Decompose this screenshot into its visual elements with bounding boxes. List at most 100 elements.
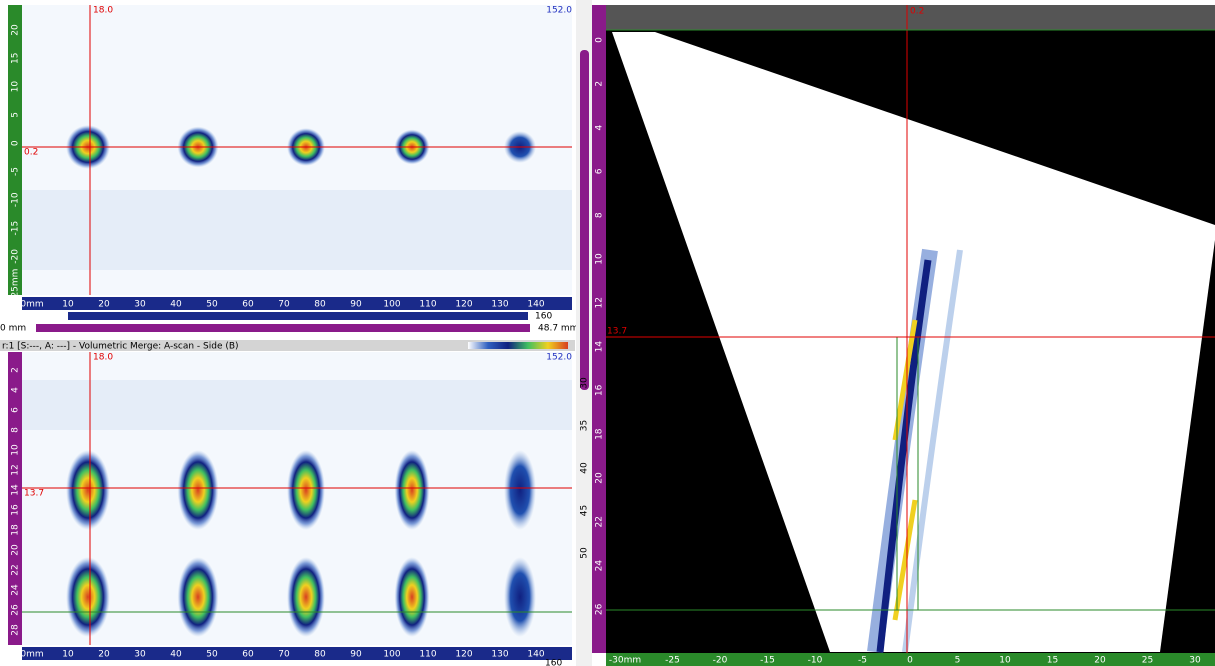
ruler-label: 12 — [595, 297, 605, 308]
blob — [287, 450, 325, 530]
ruler-label: 24 — [595, 560, 605, 572]
ruler-label: 120 — [455, 650, 472, 660]
ruler-label: 35 — [580, 420, 590, 431]
side-left-ruler — [8, 352, 22, 645]
ruler-label: -10 — [11, 192, 21, 207]
cursor-label: 152.0 — [546, 6, 572, 16]
ruler-label: 50 — [206, 650, 218, 660]
ruler-label: 30 — [580, 377, 590, 389]
ruler-label: -20 — [11, 249, 21, 264]
ruler-label: 0mm — [20, 300, 43, 310]
ruler-label: 70 — [278, 300, 290, 310]
ruler-label: 12 — [11, 464, 21, 475]
blob — [66, 557, 110, 637]
ruler-label: 5 — [11, 112, 21, 118]
ruler-label: 14 — [11, 484, 21, 496]
top-scrollbar[interactable] — [68, 312, 528, 320]
ruler-label: 40 — [170, 650, 182, 660]
ruler-label: 4 — [11, 387, 21, 393]
ruler-label: 20 — [11, 544, 21, 556]
ruler-label: 14 — [595, 341, 605, 353]
ruler-label: 130 — [491, 650, 508, 660]
panel-title: r:1 [S:---, A: ---] - Volumetric Merge: … — [2, 342, 239, 352]
cursor-label: 0.2 — [24, 148, 38, 158]
cursor-label: 13.7 — [24, 489, 44, 499]
ruler-label: 25 — [1142, 656, 1153, 666]
blob — [504, 557, 536, 637]
ruler-label: 28 — [11, 624, 21, 636]
ruler-label: 40 — [580, 462, 590, 474]
ruler-label: 130 — [491, 300, 508, 310]
ruler-label: -5 — [858, 656, 867, 666]
cursor-label: 13.7 — [607, 327, 627, 337]
ruler-label: 10 — [11, 81, 21, 93]
ruler-label: 20 — [1094, 656, 1106, 666]
ruler-label: 8 — [595, 212, 605, 218]
scroll-end: 160 — [545, 659, 562, 666]
slider-start: 0 mm — [0, 324, 26, 334]
ruler-label: 16 — [595, 384, 605, 396]
ruler-label: 100 — [383, 650, 400, 660]
ruler-label: 45 — [580, 505, 590, 516]
ruler-label: -5 — [11, 167, 21, 176]
ruler-label: 110 — [419, 650, 436, 660]
ruler-label: 0 — [907, 656, 913, 666]
blob — [178, 450, 219, 530]
depth-scroll-thumb[interactable] — [580, 50, 589, 390]
ruler-label: 30 — [134, 300, 146, 310]
ruler-label: 15 — [1047, 656, 1058, 666]
ruler-label: 0 — [11, 140, 21, 146]
ruler-label: 40 — [170, 300, 182, 310]
ruler-label: 100 — [383, 300, 400, 310]
ruler-label: 20 — [11, 24, 21, 36]
ruler-label: 30 — [1189, 656, 1201, 666]
ruler-label: 50 — [580, 547, 590, 559]
ruler-label: 18 — [595, 428, 605, 440]
blob — [395, 557, 430, 637]
blob — [504, 450, 536, 530]
ruler-label: 70 — [278, 650, 290, 660]
ruler-label: 60 — [242, 300, 254, 310]
cursor-label: 18.0 — [93, 6, 113, 16]
ruler-label: 140 — [527, 300, 544, 310]
cursor-label: 152.0 — [546, 353, 572, 363]
ruler-label: 22 — [11, 564, 21, 575]
ruler-label: 6 — [11, 407, 21, 413]
scroll-end: 160 — [535, 312, 552, 322]
ruler-label: -25mm — [11, 269, 21, 301]
ruler-label: 20 — [98, 650, 110, 660]
ruler-label: 16 — [11, 504, 21, 516]
ruler-label: 24 — [11, 584, 21, 596]
ruler-label: 4 — [595, 124, 605, 130]
ruler-label: -15 — [11, 221, 21, 236]
ruler-label: 60 — [242, 650, 254, 660]
ruler-label: 18 — [11, 524, 21, 536]
ruler-label: 2 — [595, 81, 605, 87]
ruler-label: 0mm — [20, 650, 43, 660]
blob — [178, 557, 219, 637]
cursor-label: 0.2 — [910, 7, 924, 17]
ruler-label: 2 — [11, 367, 21, 373]
app-window: 18.0 152.0 0.2 160 0 mm 48.7 mm r:1 [S:-… — [0, 0, 1215, 666]
ruler-label: 22 — [595, 516, 605, 527]
ruler-label: -10 — [808, 656, 823, 666]
ruler-label: 10 — [62, 300, 74, 310]
ruler-label: 0 — [595, 37, 605, 43]
ruler-label: 10 — [11, 444, 21, 456]
ruler-label: 120 — [455, 300, 472, 310]
ruler-label: 10 — [62, 650, 74, 660]
ruler-label: -20 — [713, 656, 728, 666]
ruler-label: 140 — [527, 650, 544, 660]
ruler-label: 110 — [419, 300, 436, 310]
ruler-label: 80 — [314, 300, 326, 310]
ruler-label: -25 — [665, 656, 680, 666]
ruler-label: 50 — [206, 300, 218, 310]
blob — [287, 557, 325, 637]
ruler-label: 5 — [955, 656, 961, 666]
ruler-label: 6 — [595, 168, 605, 174]
slider[interactable] — [36, 324, 530, 332]
slider-end: 48.7 mm — [538, 324, 578, 334]
ruler-label: 10 — [999, 656, 1011, 666]
cursor-label: 18.0 — [93, 353, 113, 363]
ruler-label: 20 — [595, 472, 605, 484]
